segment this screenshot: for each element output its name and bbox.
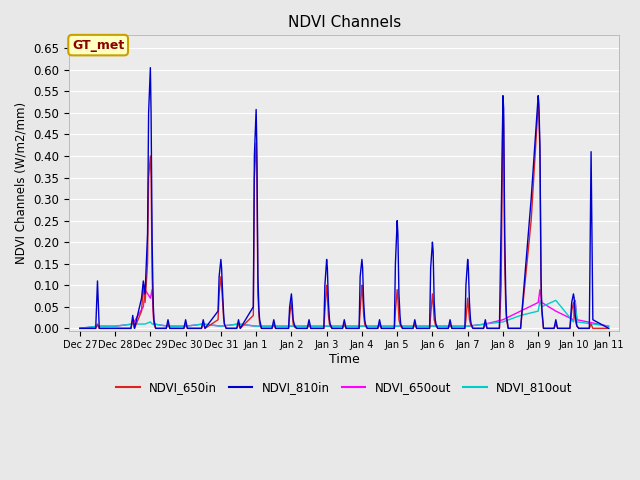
X-axis label: Time: Time bbox=[329, 353, 360, 366]
Y-axis label: NDVI Channels (W/m2/mm): NDVI Channels (W/m2/mm) bbox=[15, 102, 28, 264]
Title: NDVI Channels: NDVI Channels bbox=[287, 15, 401, 30]
Legend: NDVI_650in, NDVI_810in, NDVI_650out, NDVI_810out: NDVI_650in, NDVI_810in, NDVI_650out, NDV… bbox=[111, 376, 577, 398]
Text: GT_met: GT_met bbox=[72, 38, 124, 52]
